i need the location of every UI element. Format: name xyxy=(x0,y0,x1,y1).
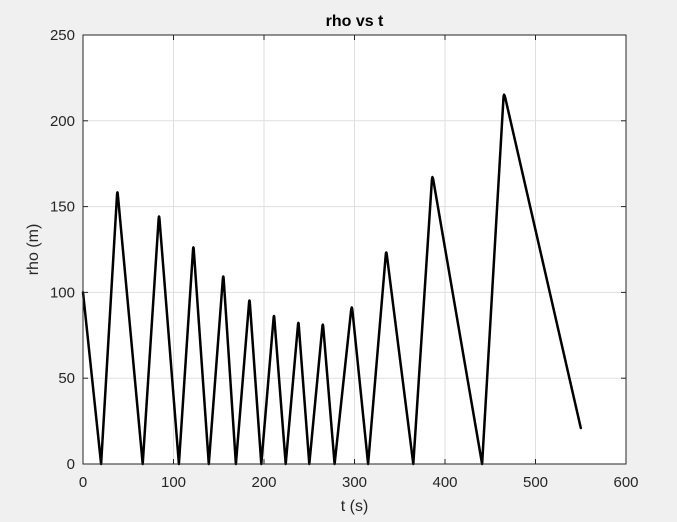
y-tick-label: 100 xyxy=(50,284,75,301)
x-tick-label: 300 xyxy=(342,474,367,491)
grid-lines xyxy=(83,35,626,464)
y-tick-label: 200 xyxy=(50,113,75,130)
x-tick-label: 100 xyxy=(161,474,186,491)
x-tick-label: 600 xyxy=(613,474,638,491)
y-tick-label: 150 xyxy=(50,199,75,216)
chart-title: rho vs t xyxy=(326,13,384,30)
x-tick-labels: 0 100 200 300 400 500 600 xyxy=(79,474,639,491)
x-tick-label: 200 xyxy=(251,474,276,491)
x-tick-label: 0 xyxy=(79,474,87,491)
y-tick-labels: 0 50 100 150 200 250 xyxy=(50,27,75,473)
x-tick-label: 500 xyxy=(523,474,548,491)
x-axis-label: t (s) xyxy=(341,498,369,515)
y-tick-label: 250 xyxy=(50,27,75,44)
y-axis-label: rho (m) xyxy=(25,224,42,276)
y-tick-label: 50 xyxy=(58,370,75,387)
x-tick-label: 400 xyxy=(432,474,457,491)
ticks xyxy=(82,34,627,465)
y-tick-label: 0 xyxy=(67,456,75,473)
series-line-rho xyxy=(81,93,583,466)
